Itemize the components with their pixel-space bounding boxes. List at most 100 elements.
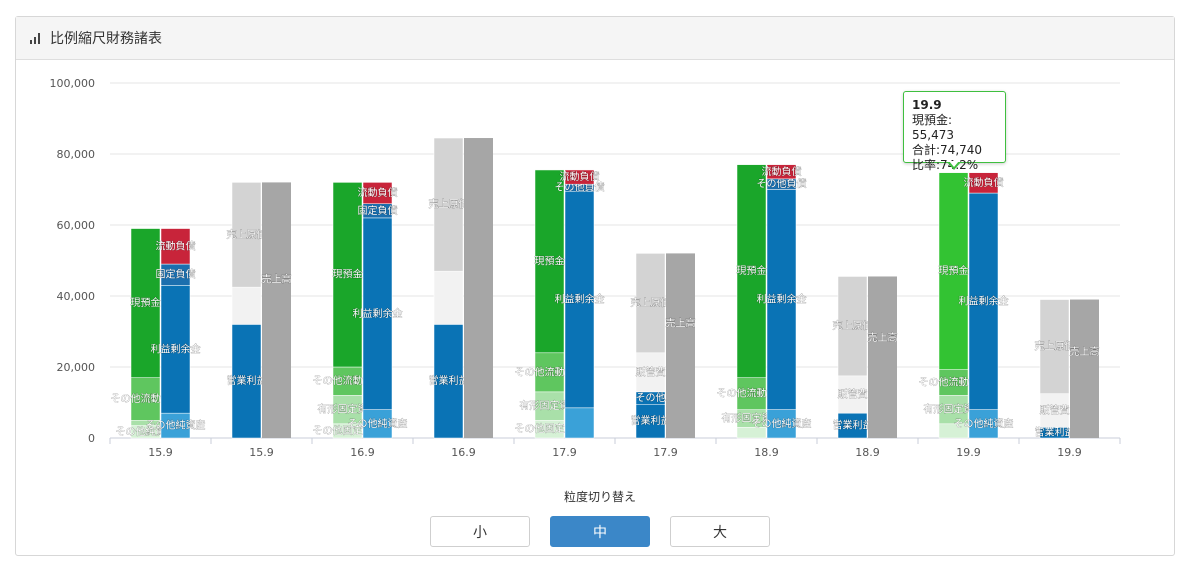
tooltip-line-total: 合計:74,740 (912, 143, 983, 157)
panel-header: 比例縮尺財務諸表 (16, 17, 1174, 60)
data-label: 販管費 (838, 388, 868, 401)
data-label: その他純資産 (348, 417, 408, 430)
x-tick-label: 18.9 (754, 446, 779, 459)
data-label: その他純資産 (752, 417, 812, 430)
granularity-switcher: 小 中 大 (0, 516, 1200, 547)
data-label: 流動負債 (762, 165, 802, 178)
financial-statements-chart: 0 20,000 40,000 60,000 80,000 100,000 15.9 その他純… (50, 77, 1121, 459)
data-label: 売上高 (262, 273, 292, 286)
data-label: 流動負債 (156, 239, 196, 252)
data-label: 売上原価 (631, 296, 671, 309)
chart-tooltip: 19.9 現預金: 55,473 合計:74,740 比率:74.2% (903, 91, 1006, 172)
y-tick-label: 100,000 (50, 77, 96, 90)
data-label: 固定負債 (156, 268, 196, 281)
liability-bar-segment (968, 172, 999, 194)
data-label: その他純資産 (116, 425, 176, 438)
x-tick-label: 17.9 (653, 446, 678, 459)
x-tick-label: 15.9 (148, 446, 173, 459)
asset-bar-segment (736, 164, 767, 378)
y-tick-label: 80,000 (57, 148, 96, 161)
liability-bar-segment (766, 189, 797, 410)
expense-bar-segment (837, 276, 868, 377)
liability-bar-segment (362, 182, 393, 204)
granularity-large-button[interactable]: 大 (670, 516, 770, 547)
tooltip-line-cash: 現預金: 55,473 (912, 113, 954, 142)
data-label: 営業利益 (631, 414, 671, 427)
expense-bar-segment (1039, 299, 1070, 394)
expense-bar-segment (433, 270, 464, 325)
asset-bar-segment (938, 395, 969, 425)
asset-bar-segment (534, 352, 565, 393)
granularity-small-button[interactable]: 小 (430, 516, 530, 547)
liability-bar-segment (968, 409, 999, 439)
x-tick-label: 19.9 (1057, 446, 1082, 459)
data-label: 現預金 (939, 264, 969, 277)
sales-bar (868, 276, 897, 438)
liability-bar-segment (362, 217, 393, 410)
data-label: 売上高 (868, 331, 898, 344)
liability-bar-segment (564, 191, 595, 409)
bar-signal-icon (30, 32, 40, 44)
asset-bar-segment (130, 377, 161, 421)
granularity-label: 粒度切り替え (563, 490, 636, 504)
expense-bar-segment (231, 324, 262, 439)
data-label: 流動負債 (560, 170, 600, 183)
x-tick-label: 15.9 (249, 446, 274, 459)
data-label: 売上原価 (833, 319, 873, 332)
liability-bar-segment (766, 164, 797, 180)
data-label: 営業利益 (1035, 426, 1075, 439)
data-label: 売上高 (1070, 345, 1100, 358)
data-label: 現預金 (333, 268, 363, 281)
liability-bar-segment (160, 412, 191, 439)
sales-bar (262, 182, 291, 438)
liability-bar-segment (160, 285, 191, 414)
y-tick-label: 0 (88, 432, 95, 445)
data-label: 固定負債 (358, 204, 398, 217)
data-label: 現預金 (535, 254, 565, 267)
x-tick-label: 17.9 (552, 446, 577, 459)
asset-bar-segment (938, 172, 969, 370)
data-label: 売上原価 (227, 228, 267, 241)
asset-bar-segment (332, 182, 363, 368)
x-tick-label: 16.9 (451, 446, 476, 459)
x-tick-label: 19.9 (956, 446, 981, 459)
sales-bar (1070, 299, 1099, 438)
data-label: 売上原価 (1035, 340, 1075, 353)
data-label: 利益剰余金 (959, 294, 1009, 307)
data-label: 現預金 (131, 296, 161, 309)
data-label: 利益剰余金 (353, 307, 403, 320)
x-tick-label: 16.9 (350, 446, 375, 459)
liability-bar-segment (968, 192, 999, 410)
data-label: 有形固定資産 (318, 403, 378, 416)
y-tick-label: 20,000 (57, 361, 96, 374)
asset-bar-segment (534, 169, 565, 354)
expense-bar-segment (231, 286, 262, 325)
data-label: 販管費 (1040, 403, 1070, 416)
expense-bar-segment (231, 182, 262, 288)
data-label: 営業利益 (429, 374, 469, 387)
data-label: その他負債 (757, 177, 807, 190)
asset-bar-segment (938, 369, 969, 396)
asset-bar-segment (534, 391, 565, 421)
data-label: 売上原価 (429, 198, 469, 211)
asset-bar-segment (332, 395, 363, 425)
data-label: その他 (636, 391, 666, 404)
data-label: 利益剰余金 (555, 293, 605, 306)
asset-bar-segment (332, 366, 363, 396)
panel-title: 比例縮尺財務諸表 (50, 31, 162, 47)
liability-bar-segment (362, 409, 393, 439)
data-label: 有形固定資産 (924, 403, 984, 416)
data-label: 現預金 (737, 264, 767, 277)
expense-bar-segment (635, 253, 666, 354)
data-label: 売上高 (666, 317, 696, 330)
expense-bar-segment (837, 412, 868, 439)
data-label: その他純資産 (954, 417, 1014, 430)
data-label: 利益剰余金 (151, 342, 201, 355)
sales-bar (666, 253, 695, 438)
data-label: その他純資産 (146, 419, 206, 432)
liability-bar-segment (564, 407, 595, 439)
x-tick-label: 18.9 (855, 446, 880, 459)
asset-bar-segment (736, 377, 767, 410)
y-tick-label: 60,000 (57, 219, 96, 232)
granularity-medium-button[interactable]: 中 (550, 516, 650, 547)
